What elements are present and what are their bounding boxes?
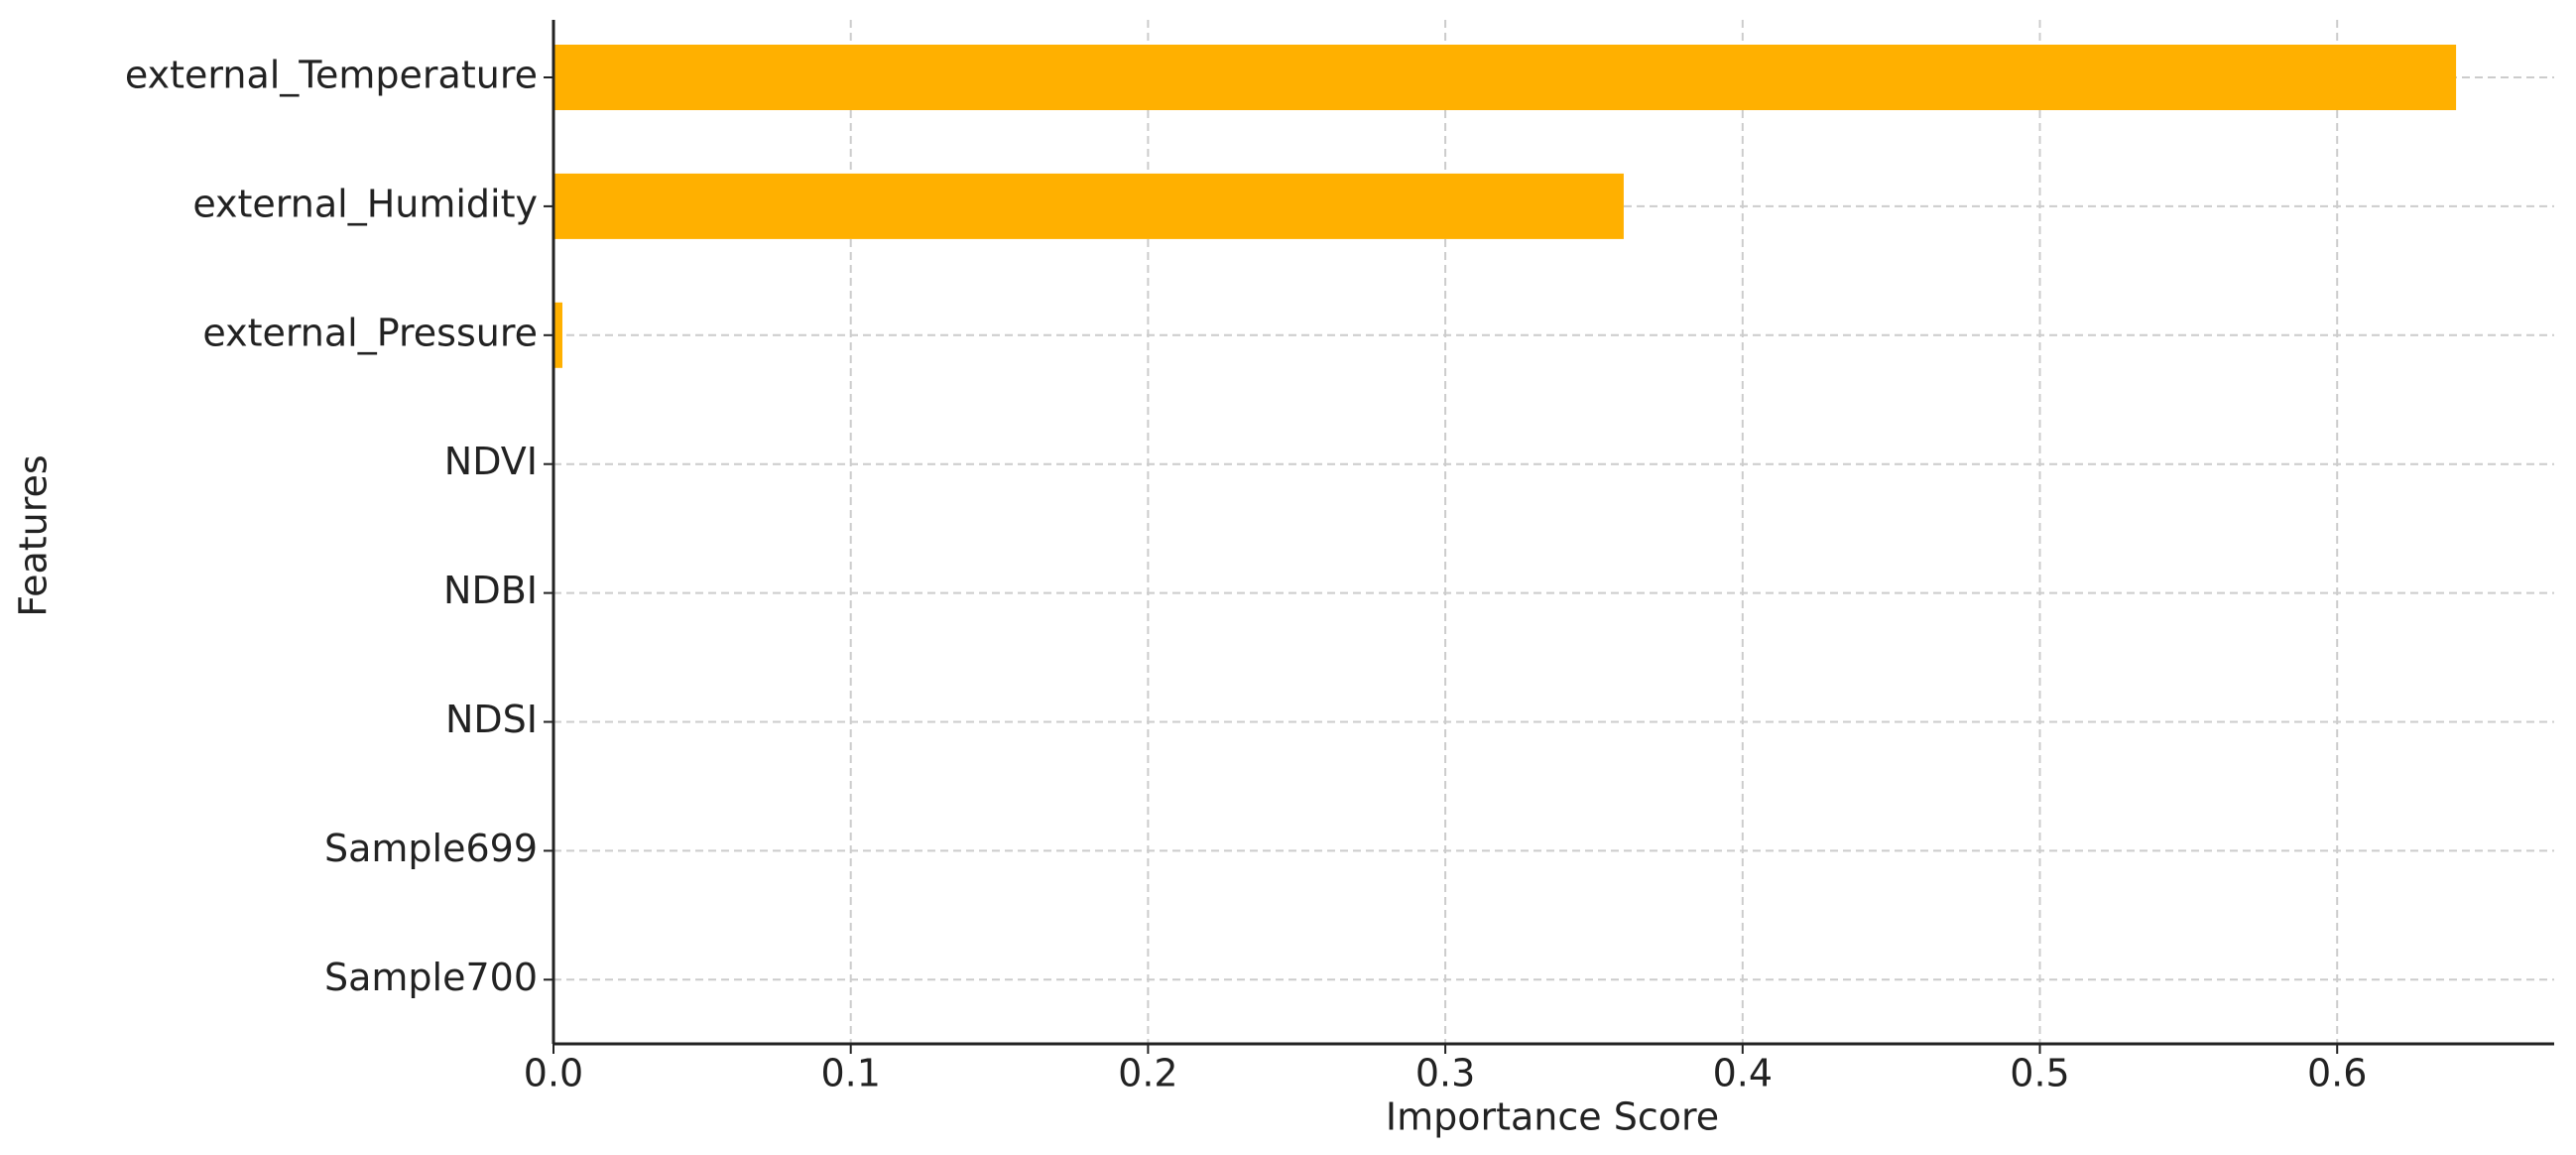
x-tick-label: 0.3: [1415, 1052, 1475, 1095]
x-tick-label: 0.2: [1118, 1052, 1177, 1095]
y-tick-label: Sample700: [324, 956, 538, 999]
x-tick-label: 0.0: [524, 1052, 583, 1095]
x-tick-label: 0.5: [2010, 1052, 2069, 1095]
y-tick-label: NDVI: [444, 440, 538, 483]
y-tick-label: external_Pressure: [202, 311, 538, 354]
x-tick-label: 0.1: [820, 1052, 880, 1095]
y-axis-label: Features: [12, 454, 56, 616]
bar: [553, 302, 562, 368]
y-tick-label: external_Temperature: [125, 54, 538, 97]
x-axis-label: Importance Score: [1386, 1095, 1719, 1139]
y-tick-label: NDSI: [445, 698, 538, 741]
y-tick-label: external_Humidity: [192, 182, 538, 225]
bar: [553, 45, 2457, 110]
bar: [553, 173, 1624, 239]
x-tick-label: 0.4: [1713, 1052, 1773, 1095]
y-tick-label: NDBI: [443, 569, 538, 612]
y-tick-label: Sample699: [324, 827, 538, 870]
x-tick-label: 0.6: [2307, 1052, 2367, 1095]
